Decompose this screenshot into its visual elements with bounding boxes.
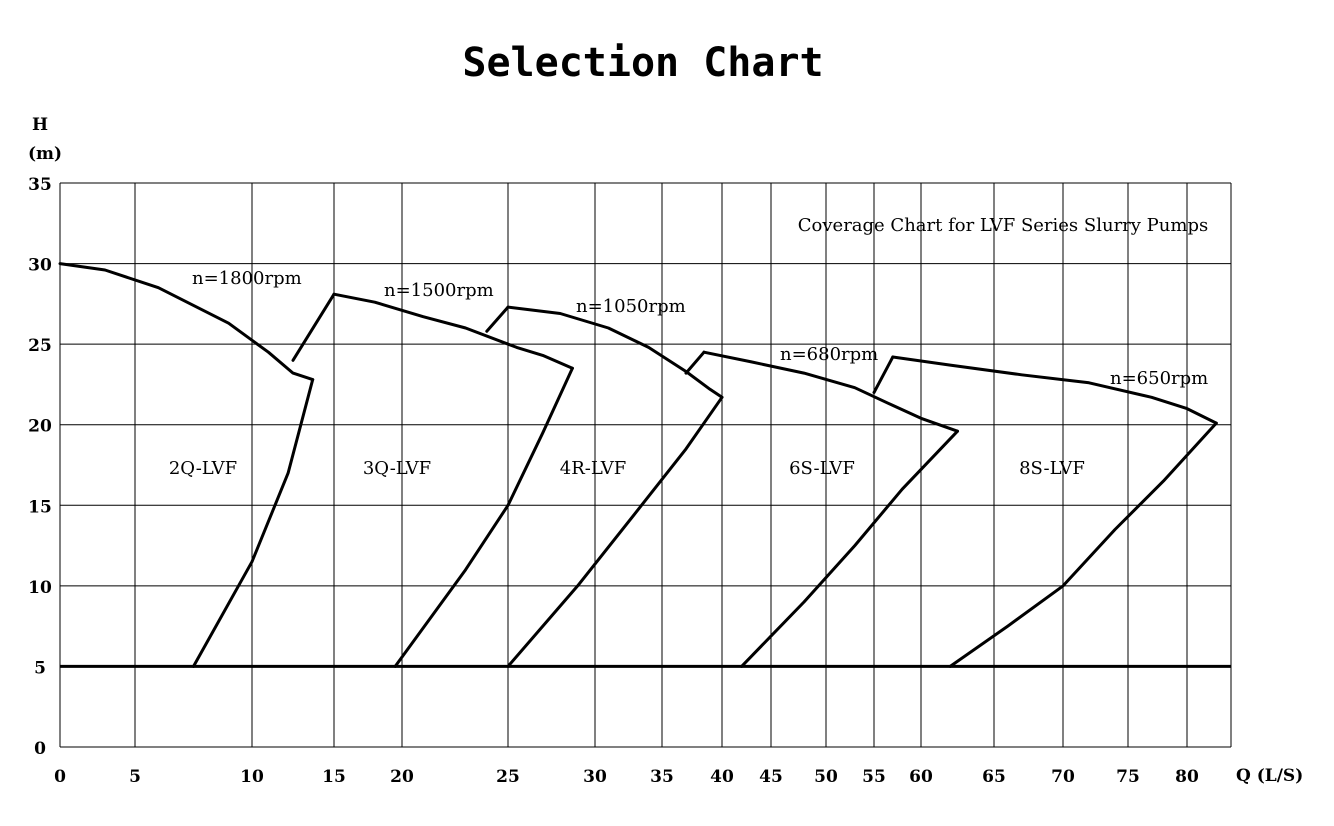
- x-tick-label: 10: [240, 767, 264, 787]
- x-axis-label: Q (L/S): [1236, 766, 1303, 786]
- limit-curve: [506, 395, 724, 668]
- head-curve: [332, 292, 574, 370]
- y-tick-label: 35: [28, 175, 52, 195]
- head-curve: [506, 305, 724, 399]
- coverage-annotation: Coverage Chart for LVF Series Slurry Pum…: [798, 215, 1208, 236]
- x-tick-label: 40: [710, 767, 734, 787]
- x-tick-label: 60: [909, 767, 933, 787]
- pump-model-label: 6S-LVF: [789, 458, 855, 479]
- pump-curves: [58, 262, 1231, 668]
- y-tick-label: 10: [28, 578, 52, 598]
- pump-labels: n=1800rpm 2Q-LVF n=1500rpm 3Q-LVF n=1050rpm 4…: [169, 268, 1208, 479]
- pump-model-label: 2Q-LVF: [169, 458, 237, 479]
- x-tick-label: 70: [1051, 767, 1075, 787]
- limit-curve: [192, 378, 315, 668]
- pump-model-label: 8S-LVF: [1019, 458, 1085, 479]
- speed-label: n=1050rpm: [576, 296, 686, 317]
- x-tick-label: 75: [1116, 767, 1140, 787]
- x-tick-label: 80: [1175, 767, 1199, 787]
- y-tick-label: 5: [34, 658, 46, 678]
- y-tick-label: 30: [28, 256, 52, 276]
- pump-model-label: 3Q-LVF: [363, 458, 431, 479]
- head-curve: [891, 355, 1218, 425]
- curve-link: [291, 292, 336, 362]
- y-tick-label: 20: [28, 417, 52, 437]
- y-axis-label-unit: (m): [28, 144, 62, 164]
- head-curve: [58, 262, 315, 382]
- chart-grid: [59, 182, 1232, 748]
- x-tick-label: 20: [390, 767, 414, 787]
- x-tick-label: 15: [322, 767, 346, 787]
- curve-link: [684, 350, 706, 375]
- limit-curve: [948, 421, 1218, 668]
- x-tick-label: 65: [982, 767, 1006, 787]
- x-tick-label: 5: [129, 767, 141, 787]
- x-tick-label: 25: [496, 767, 520, 787]
- x-tick-label: 45: [759, 767, 783, 787]
- curve-link: [872, 355, 895, 394]
- y-tick-label: 15: [28, 497, 52, 517]
- limit-curve: [393, 366, 574, 668]
- y-axis-label-letter: H: [32, 115, 48, 135]
- y-tick-label: 25: [28, 336, 52, 356]
- y-tick-label: 0: [34, 739, 46, 759]
- speed-label: n=1800rpm: [192, 268, 302, 289]
- speed-label: n=680rpm: [780, 344, 878, 365]
- x-tick-label: 35: [650, 767, 674, 787]
- curve-link: [485, 305, 510, 333]
- speed-label: n=1500rpm: [384, 280, 494, 301]
- x-tick-label: 50: [814, 767, 838, 787]
- axis-ticks: 0 5 10 15 20 25 30 35 40 45 50 55 60 65 70 75 80 0 5 10 15 20…: [28, 175, 1199, 787]
- limit-curve: [740, 429, 959, 668]
- x-tick-label: 0: [54, 767, 66, 787]
- speed-label: n=650rpm: [1110, 368, 1208, 389]
- x-tick-label: 55: [862, 767, 886, 787]
- pump-model-label: 4R-LVF: [560, 458, 626, 479]
- x-tick-label: 30: [583, 767, 607, 787]
- head-curve: [702, 350, 959, 433]
- chart-title: Selection Chart: [462, 40, 823, 86]
